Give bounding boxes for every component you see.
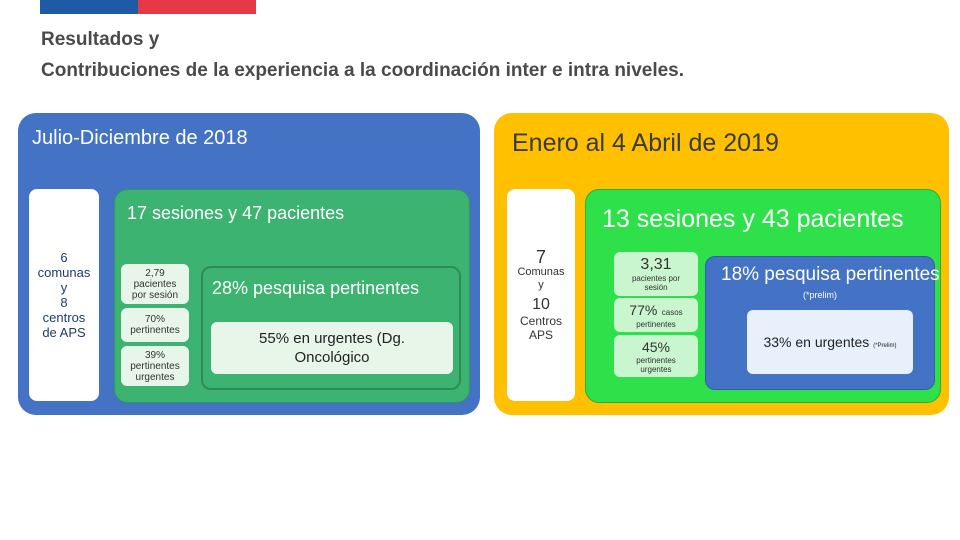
stat-value: 45%: [641, 339, 671, 355]
stat-value: 3,31: [640, 256, 672, 273]
side-text: APS: [528, 328, 553, 342]
stat-label: pertinentes: [636, 320, 676, 329]
urgentes-box-2018: 55% en urgentes (Dg. Oncológico: [211, 322, 453, 374]
slide-title: Resultados y Contribuciones de la experi…: [41, 24, 684, 86]
stat-pertinentes-urgentes: 39% pertinentes urgentes: [121, 346, 189, 386]
sessions-box-2018: 17 sesiones y 47 pacientes 2,79 paciente…: [114, 189, 470, 403]
stat-pertinentes: 70% pertinentes: [121, 308, 189, 342]
urgentes-text: 55% en urgentes (Dg.: [259, 330, 405, 347]
stat-label: pertinentes: [130, 360, 180, 372]
stat-label: pertinentes: [636, 356, 676, 365]
pesquisa-title-2019: 18% pesquisa pertinentes: [721, 264, 940, 285]
panel-2019: Enero al 4 Abril de 2019 7 Comunas y 10 …: [494, 113, 949, 415]
stat-label: por sesión: [131, 289, 179, 301]
side-text: y: [60, 280, 68, 295]
stat-label: pacientes por: [631, 274, 681, 283]
stat-label: urgentes: [640, 365, 672, 374]
sessions-title-2019: 13 sesiones y 43 pacientes: [602, 205, 904, 233]
side-text: de APS: [42, 325, 86, 340]
stat-label: urgentes: [135, 371, 175, 383]
side-text: y: [538, 279, 544, 291]
stat-casos-pertinentes-2019: 77% casos pertinentes: [614, 298, 698, 332]
panel-2018: Julio-Diciembre de 2018 6 comunas y 8 ce…: [18, 113, 480, 415]
stat-label: sesión: [644, 283, 668, 292]
side-number: 7: [535, 247, 546, 267]
flag-red-stripe: [138, 0, 256, 14]
slide-title-line1: Resultados y: [41, 29, 160, 50]
stat-value: 2,79: [145, 267, 165, 279]
sessions-title-2018: 17 sesiones y 47 pacientes: [127, 203, 345, 223]
urgentes-text: 33% en urgentes: [763, 334, 870, 350]
sessions-box-2019: 13 sesiones y 43 pacientes 3,31 paciente…: [585, 189, 941, 403]
urgentes-text: Oncológico: [294, 349, 370, 366]
stat-label: casos: [661, 308, 683, 317]
panel-2019-title: Enero al 4 Abril de 2019: [512, 129, 779, 157]
stat-label: pertinentes: [130, 325, 180, 336]
centers-box-2019: 7 Comunas y 10 Centros APS: [507, 189, 575, 401]
side-text: comunas: [37, 265, 91, 280]
prelim-note: (*prelim): [802, 290, 837, 300]
side-text: 8: [60, 295, 68, 310]
stat-patients-per-session: 2,79 pacientes por sesión: [121, 264, 189, 304]
stat-patients-per-session-2019: 3,31 pacientes por sesión: [614, 252, 698, 296]
urgentes-prelim-note: (*Prelim): [873, 343, 897, 349]
side-text: 6: [60, 250, 68, 265]
side-text: centros: [42, 310, 86, 325]
slide-title-line2: Contribuciones de la experiencia a la co…: [41, 60, 685, 81]
urgentes-box-2019: 33% en urgentes (*Prelim): [747, 310, 913, 374]
centers-box-2018: 6 comunas y 8 centros de APS: [29, 189, 99, 401]
stat-pertinentes-urgentes-2019: 45% pertinentes urgentes: [614, 335, 698, 377]
side-text: Comunas: [517, 266, 565, 278]
side-text: Centros: [519, 314, 563, 328]
side-number: 10: [532, 296, 550, 313]
flag-blue-stripe: [40, 0, 138, 14]
stat-label: pacientes: [133, 278, 177, 290]
stat-value: 77%: [629, 302, 658, 318]
pesquisa-box-2019: 18% pesquisa pertinentes (*prelim) 33% e…: [705, 256, 940, 390]
pesquisa-box-2018: 28% pesquisa pertinentes 55% en urgentes…: [201, 266, 461, 390]
stat-value: 39%: [144, 349, 165, 361]
pesquisa-title-2018: 28% pesquisa pertinentes: [212, 278, 420, 298]
panel-2018-title: Julio-Diciembre de 2018: [32, 127, 248, 149]
stat-value: 70%: [144, 314, 165, 325]
